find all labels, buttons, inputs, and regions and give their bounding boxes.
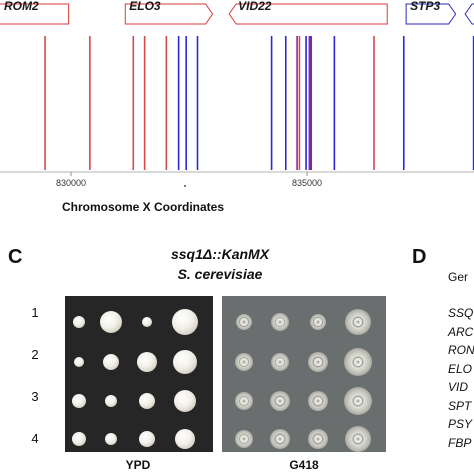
yeast-colony [344, 387, 372, 415]
g418-plate-label: G418 [289, 458, 319, 472]
gene-list-item: VID [448, 380, 469, 394]
strain-genotype-title: ssq1Δ::KanMX [170, 246, 270, 262]
yeast-colony [72, 432, 86, 446]
yeast-colony [270, 429, 290, 449]
yeast-colony [105, 433, 117, 445]
axis-dot [184, 185, 186, 187]
gene-label: VID22 [238, 0, 272, 13]
yeast-colony [308, 352, 328, 372]
insertion-lines [44, 36, 474, 170]
axis-tick-label: 835000 [292, 178, 322, 188]
gene-list-item: SPT [448, 398, 472, 413]
gene-arrow [228, 3, 388, 25]
yeast-colony [139, 393, 155, 409]
gene-label: STP3 [410, 0, 440, 13]
gene-arrows: ROM2ELO3VID22STP3PS [0, 0, 474, 25]
yeast-colony [139, 431, 155, 447]
gene-list-item: SSQ [448, 306, 474, 320]
panel-c-letter: C [8, 246, 23, 268]
yeast-colony [137, 352, 157, 372]
gene-column-header: Ger [448, 270, 469, 284]
gene-arrow [405, 3, 457, 25]
yeast-colony [308, 391, 328, 411]
gene-list-item: RON [448, 343, 474, 357]
gene-list-item: FBP [448, 435, 472, 450]
yeast-colony [174, 390, 196, 412]
yeast-colony [73, 316, 85, 328]
row-label: 3 [31, 389, 39, 404]
yeast-colony [236, 314, 252, 330]
yeast-colony [72, 394, 86, 408]
panel-d-letter: D [412, 246, 427, 268]
gene-arrow [0, 3, 70, 25]
gene-label: ROM2 [4, 0, 39, 13]
yeast-colony [271, 353, 289, 371]
yeast-colony [142, 317, 152, 327]
gene-arrow [464, 3, 474, 25]
ypd-plate-image [65, 296, 213, 452]
yeast-colony [175, 429, 195, 449]
gene-label: ELO3 [129, 0, 161, 13]
yeast-colony [173, 350, 197, 374]
row-label: 2 [31, 347, 39, 362]
yeast-colony [310, 314, 326, 330]
gene-list-item: ELO [448, 361, 473, 376]
yeast-colony [103, 354, 119, 370]
yeast-colony [105, 395, 117, 407]
yeast-colony [235, 353, 253, 371]
strain-species-title: S. cerevisiae [177, 266, 263, 282]
gene-list-item: PSY [448, 417, 473, 431]
yeast-colony [345, 426, 371, 452]
yeast-colony [235, 392, 253, 410]
yeast-colony [235, 430, 253, 448]
ypd-plate-label: YPD [125, 458, 151, 472]
coordinate-axis: 830000 835000 [0, 171, 474, 188]
axis-tick-label: 830000 [56, 178, 86, 188]
gene-list-item: ARC [448, 324, 474, 339]
yeast-colony [344, 348, 372, 376]
gene-arrow [124, 3, 214, 25]
row-label: 1 [31, 305, 39, 320]
yeast-colony [100, 311, 122, 333]
yeast-colony [271, 313, 289, 331]
yeast-colony [172, 309, 198, 335]
axis-title: Chromosome X Coordinates [62, 200, 225, 214]
row-label: 4 [31, 431, 39, 446]
yeast-colony [345, 309, 371, 335]
yeast-colony [308, 429, 328, 449]
yeast-colony [270, 391, 290, 411]
yeast-colony [74, 357, 84, 367]
g418-plate-image [222, 296, 386, 452]
